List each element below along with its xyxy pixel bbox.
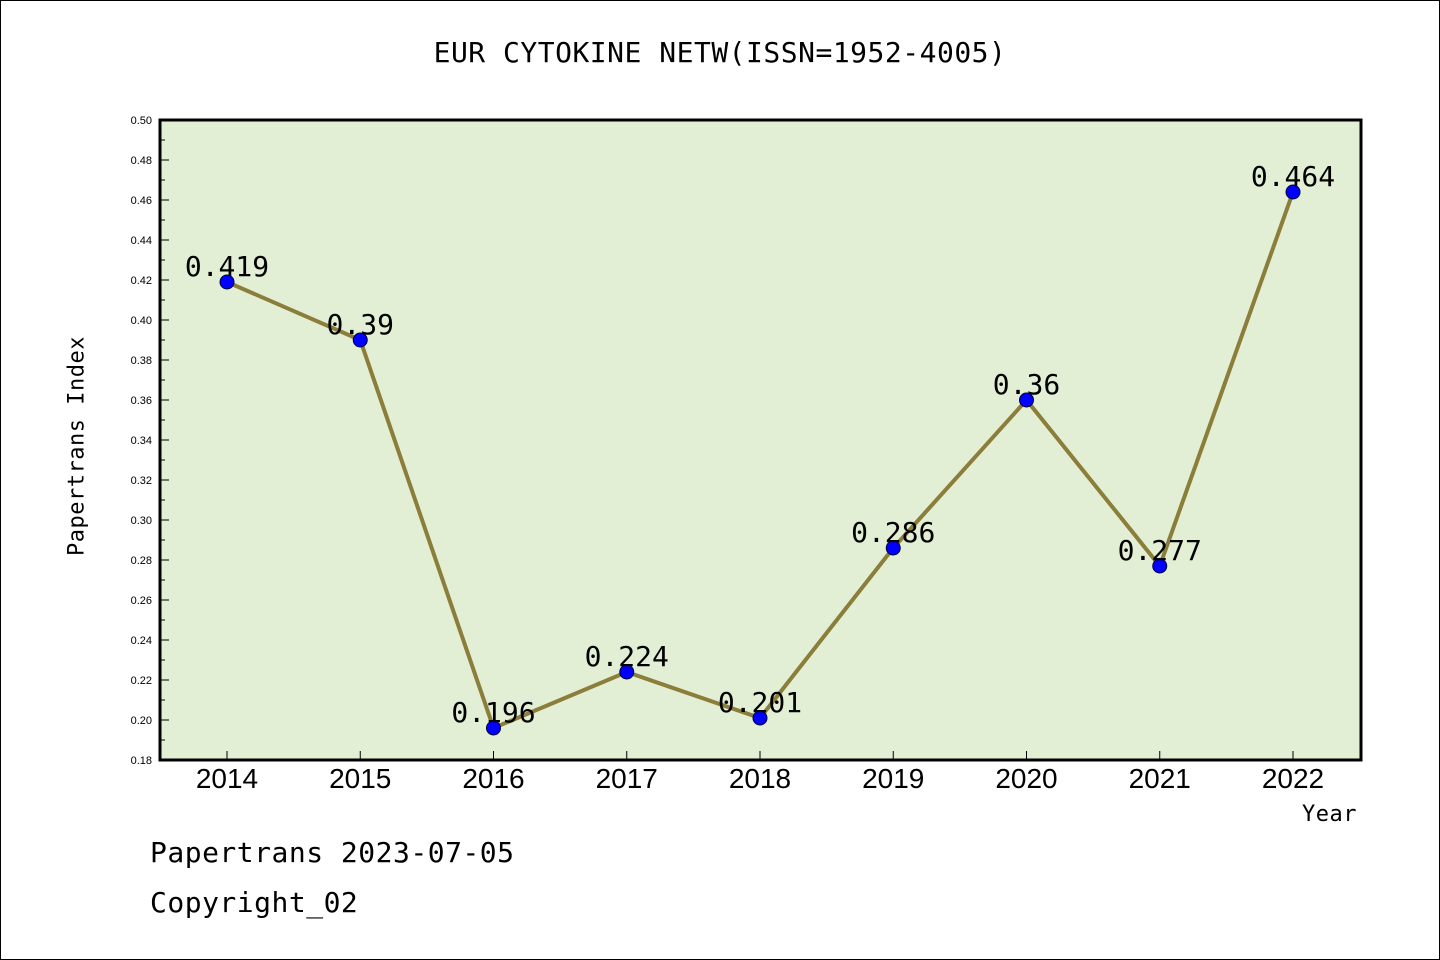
plot-area xyxy=(160,120,1361,760)
y-tick-label: 0.42 xyxy=(131,275,152,287)
y-tick-label: 0.30 xyxy=(131,515,152,527)
y-tick-label: 0.20 xyxy=(131,715,152,727)
y-tick-label: 0.34 xyxy=(131,435,152,447)
footer-copyright: Copyright_02 xyxy=(150,886,359,919)
y-tick-label: 0.50 xyxy=(131,115,152,127)
data-point xyxy=(1019,392,1034,408)
y-tick-label: 0.24 xyxy=(131,635,152,647)
data-label: 0.196 xyxy=(451,696,535,729)
data-label: 0.201 xyxy=(718,686,802,719)
data-point xyxy=(885,540,901,556)
plot-border xyxy=(158,118,1363,762)
y-axis-label: Papertrans Index xyxy=(64,336,90,556)
data-point xyxy=(352,332,368,348)
data-point xyxy=(1152,558,1168,574)
y-tick-label: 0.38 xyxy=(131,355,152,367)
y-tick-label: 0.36 xyxy=(131,395,152,407)
y-tick-label: 0.40 xyxy=(131,315,152,327)
data-label: 0.224 xyxy=(585,640,669,673)
y-tick-label: 0.46 xyxy=(131,195,152,207)
footer-date: Papertrans 2023-07-05 xyxy=(150,836,515,869)
data-label: 0.419 xyxy=(185,250,269,283)
y-tick-label: 0.48 xyxy=(131,155,152,167)
x-tick-label: 2017 xyxy=(596,763,658,794)
data-point xyxy=(1285,184,1301,200)
x-tick-label: 2015 xyxy=(329,763,391,794)
x-tick-label: 2014 xyxy=(196,763,258,794)
data-label: 0.39 xyxy=(327,308,394,341)
y-tick-label: 0.18 xyxy=(131,755,152,767)
x-axis-label: Year xyxy=(1302,802,1357,827)
x-tick-label: 2022 xyxy=(1262,763,1324,794)
chart-title: EUR CYTOKINE NETW(ISSN=1952-4005) xyxy=(433,36,1007,69)
x-tick-label: 2020 xyxy=(995,763,1057,794)
x-tick-label: 2021 xyxy=(1129,763,1191,794)
x-tick-label: 2018 xyxy=(729,763,791,794)
y-tick-label: 0.32 xyxy=(131,475,152,487)
data-point xyxy=(486,720,501,736)
data-point xyxy=(619,664,635,680)
x-tick-label: 2016 xyxy=(462,763,524,794)
data-label: 0.36 xyxy=(993,368,1060,401)
y-tick-label: 0.44 xyxy=(131,235,152,247)
y-tick-label: 0.22 xyxy=(131,675,152,687)
data-point xyxy=(219,274,235,290)
data-label: 0.286 xyxy=(851,516,935,549)
data-label: 0.277 xyxy=(1118,534,1202,567)
x-tick-label: 2019 xyxy=(862,763,924,794)
data-label: 0.464 xyxy=(1251,160,1335,193)
y-tick-label: 0.28 xyxy=(131,555,152,567)
y-tick-label: 0.26 xyxy=(131,595,152,607)
data-point xyxy=(752,710,768,726)
